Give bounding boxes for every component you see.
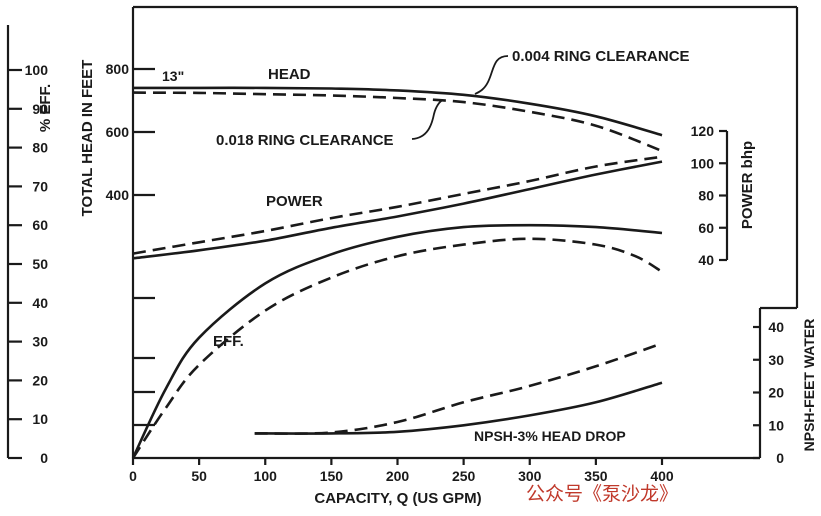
series-curves [131, 86, 663, 459]
head-curve-dashed [132, 91, 663, 153]
eff-tick-label: 40 [32, 295, 48, 311]
head-curve-solid [132, 86, 663, 137]
eff-tick-label: 90 [32, 101, 48, 117]
power-axis-label: POWER bhp [739, 141, 756, 229]
eff-tick-label: 50 [32, 256, 48, 272]
power-tick-label: 60 [698, 220, 714, 236]
eff-curve-solid [131, 223, 663, 459]
eff-tick-label: 80 [32, 140, 48, 156]
power-curve-label: POWER [266, 193, 323, 210]
x-tick-label: 250 [452, 468, 476, 484]
x-tick-label: 50 [191, 468, 207, 484]
npsh-tick-label: 20 [768, 385, 784, 401]
clearance-dashed-leader [411, 99, 444, 140]
head-axis-label: TOTAL HEAD IN FEET [79, 60, 96, 217]
npsh-axis-ticks: 0 10 20 30 40 [753, 319, 784, 466]
impeller-size-label: 13" [162, 68, 184, 84]
eff-tick-label: 60 [32, 217, 48, 233]
power-curve-solid [132, 160, 663, 260]
x-axis-label: CAPACITY, Q (US GPM) [314, 490, 481, 507]
clearance-solid-label: 0.004 RING CLEARANCE [512, 48, 690, 65]
npsh-tick-label: 30 [768, 352, 784, 368]
npsh-tick-label: 40 [768, 319, 784, 335]
x-tick-label: 300 [518, 468, 542, 484]
x-tick-label: 400 [650, 468, 674, 484]
eff-tick-label: 20 [32, 372, 48, 388]
x-tick-label: 100 [254, 468, 278, 484]
power-tick-label: 80 [698, 188, 714, 204]
power-curve-dashed [132, 155, 663, 255]
power-tick-label: 100 [691, 155, 715, 171]
eff-axis-label: % EFF. [37, 84, 54, 132]
power-tick-label: 40 [698, 252, 714, 268]
eff-tick-label: 100 [25, 62, 49, 78]
eff-axis-ticks: 0 10 20 30 40 50 60 70 80 90 100 [8, 62, 48, 466]
eff-tick-label: 30 [32, 334, 48, 350]
x-tick-label: 350 [584, 468, 608, 484]
x-tick-label: 200 [386, 468, 410, 484]
head-tick-label: 400 [106, 187, 130, 203]
plot-frame [131, 5, 799, 460]
head-tick-label: 600 [106, 124, 130, 140]
eff-tick-label: 70 [32, 178, 48, 194]
npsh-3-head-drop-curve-dashed [254, 342, 663, 435]
clearance-solid-leader [474, 55, 509, 95]
head-tick-label: 800 [106, 61, 130, 77]
eff-curve-dashed [131, 237, 663, 459]
clearance-dashed-label: 0.018 RING CLEARANCE [216, 132, 394, 149]
npsh-axis-label: NPSH-FEET WATER [801, 319, 817, 452]
x-axis-ticks: 0 50 100 150 200 250 300 350 400 [129, 458, 674, 484]
eff-tick-label: 0 [40, 450, 48, 466]
npsh-3-head-drop-curve-solid [254, 381, 663, 435]
npsh-tick-label: 10 [768, 417, 784, 433]
eff-tick-label: 10 [32, 411, 48, 427]
x-tick-label: 0 [129, 468, 137, 484]
npsh-tick-label: 0 [776, 450, 784, 466]
power-axis-ticks: 40 60 80 100 120 [691, 123, 727, 268]
power-tick-label: 120 [691, 123, 715, 139]
eff-curve-label: EFF. [213, 333, 244, 350]
head-axis-ticks: 400 600 800 [106, 61, 155, 427]
x-tick-label: 150 [320, 468, 344, 484]
npsh-curve-label: NPSH-3% HEAD DROP [474, 428, 626, 444]
head-curve-label: HEAD [268, 66, 311, 83]
watermark: 公众号《泵沙龙》 [526, 483, 678, 505]
